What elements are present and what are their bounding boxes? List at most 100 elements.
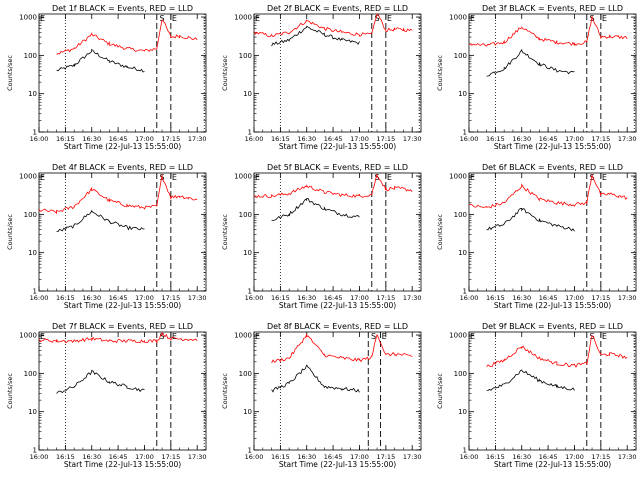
x-tick-label: 16:30 — [512, 135, 531, 143]
x-tick-label: 17:00 — [565, 294, 584, 302]
event-marker-label: E — [382, 332, 387, 341]
x-tick-label: 16:45 — [324, 294, 343, 302]
subplot: Det 7f BLACK = Events, RED = LLD Counts/s… — [6, 322, 207, 469]
x-tick-label: 17:15 — [376, 135, 395, 143]
y-tick-label: 100 — [454, 52, 467, 60]
x-tick-label: 17:00 — [565, 135, 584, 143]
series-line-lld — [486, 335, 628, 368]
corner-marker-label: E — [40, 332, 45, 341]
x-axis-label: Start Time (22-Jul-13 15:55:00) — [64, 142, 181, 151]
y-tick-label: 1000 — [19, 332, 37, 340]
x-tick-label: 16:00 — [245, 453, 264, 461]
x-tick-label: 16:45 — [324, 135, 343, 143]
x-axis-label: Start Time (22-Jul-13 15:55:00) — [64, 301, 181, 310]
event-marker-label: S — [160, 14, 165, 23]
y-tick-label: 10 — [28, 408, 37, 416]
event-marker-label: S — [375, 14, 380, 23]
event-marker-label: E — [172, 332, 177, 341]
event-marker-label: E — [387, 14, 392, 23]
y-tick-label: 10 — [243, 90, 252, 98]
series-line-events — [271, 197, 360, 221]
y-tick-label: 100 — [24, 211, 37, 219]
x-tick-label: 17:30 — [403, 135, 422, 143]
x-tick-label: 16:30 — [512, 294, 531, 302]
y-axis-label: Counts/sec — [221, 55, 229, 91]
x-tick-label: 17:00 — [350, 294, 369, 302]
y-tick-label: 1 — [33, 447, 37, 455]
y-tick-label: 100 — [24, 52, 37, 60]
y-tick-label: 100 — [239, 52, 252, 60]
x-axis-label: Start Time (22-Jul-13 15:55:00) — [279, 460, 396, 469]
plot-frame — [253, 13, 422, 133]
y-tick-label: 10 — [28, 249, 37, 257]
y-tick-label: 10 — [243, 408, 252, 416]
y-axis-label: Counts/sec — [221, 214, 229, 250]
plot-frame — [38, 331, 207, 451]
y-axis-label: Counts/sec — [436, 214, 444, 250]
chart-title: Det 1f BLACK = Events, RED = LLD — [52, 4, 193, 13]
y-tick-label: 1000 — [449, 332, 467, 340]
y-tick-label: 1000 — [234, 14, 252, 22]
x-tick-label: 16:30 — [82, 453, 101, 461]
event-marker-label: S — [160, 332, 165, 341]
x-tick-label: 16:00 — [30, 453, 49, 461]
x-tick-label: 16:15 — [486, 135, 505, 143]
corner-marker-label: E — [255, 332, 260, 341]
x-tick-label: 17:30 — [618, 294, 637, 302]
y-tick-label: 1 — [463, 447, 467, 455]
corner-marker-label: E — [470, 14, 475, 23]
chart-title: Det 7f BLACK = Events, RED = LLD — [52, 322, 193, 331]
x-axis-label: Start Time (22-Jul-13 15:55:00) — [494, 142, 611, 151]
subplot: Det 6f BLACK = Events, RED = LLD Counts/s… — [436, 163, 637, 310]
x-tick-label: 16:45 — [539, 453, 558, 461]
series-line-events — [56, 209, 145, 232]
plot-frame — [468, 13, 637, 133]
plot-frame — [38, 13, 207, 133]
x-tick-label: 17:30 — [188, 135, 207, 143]
series-line-lld — [468, 174, 628, 209]
x-tick-label: 16:15 — [56, 294, 75, 302]
series-line-lld — [253, 13, 413, 38]
x-tick-label: 16:30 — [297, 453, 316, 461]
chart-title: Det 5f BLACK = Events, RED = LLD — [267, 163, 408, 172]
event-marker-label: E — [602, 173, 607, 182]
y-tick-label: 1000 — [234, 173, 252, 181]
y-tick-label: 1 — [33, 129, 37, 137]
x-tick-label: 17:15 — [376, 294, 395, 302]
x-tick-label: 17:15 — [161, 294, 180, 302]
subplot: Det 5f BLACK = Events, RED = LLD Counts/s… — [221, 163, 422, 310]
subplot: Det 3f BLACK = Events, RED = LLD Counts/s… — [436, 4, 637, 151]
x-tick-label: 17:00 — [135, 453, 154, 461]
series-line-lld — [56, 19, 198, 55]
series-line-events — [486, 48, 575, 77]
y-tick-label: 10 — [28, 90, 37, 98]
event-marker-label: E — [602, 14, 607, 23]
x-axis-label: Start Time (22-Jul-13 15:55:00) — [279, 142, 396, 151]
y-tick-label: 1 — [463, 288, 467, 296]
x-tick-label: 16:00 — [245, 294, 264, 302]
y-tick-label: 10 — [458, 408, 467, 416]
x-tick-label: 16:45 — [109, 453, 128, 461]
event-marker-label: S — [371, 332, 376, 341]
x-tick-label: 17:30 — [403, 294, 422, 302]
chart-title: Det 4f BLACK = Events, RED = LLD — [52, 163, 193, 172]
x-axis-label: Start Time (22-Jul-13 15:55:00) — [494, 460, 611, 469]
chart-title: Det 3f BLACK = Events, RED = LLD — [482, 4, 623, 13]
series-line-events — [271, 25, 360, 47]
x-tick-label: 16:15 — [271, 294, 290, 302]
x-tick-label: 16:45 — [324, 453, 343, 461]
subplot: Det 9f BLACK = Events, RED = LLD Counts/s… — [436, 322, 637, 469]
y-tick-label: 10 — [458, 249, 467, 257]
event-marker-label: S — [375, 173, 380, 182]
x-tick-label: 16:00 — [245, 135, 264, 143]
chart-title: Det 6f BLACK = Events, RED = LLD — [482, 163, 623, 172]
x-axis-label: Start Time (22-Jul-13 15:55:00) — [64, 460, 181, 469]
x-tick-label: 16:30 — [512, 453, 531, 461]
x-tick-label: 16:00 — [460, 294, 479, 302]
plot-frame — [253, 172, 422, 292]
x-tick-label: 16:15 — [271, 135, 290, 143]
series-line-lld — [38, 174, 198, 215]
x-tick-label: 17:00 — [350, 135, 369, 143]
x-tick-label: 17:15 — [591, 453, 610, 461]
x-tick-label: 17:30 — [188, 453, 207, 461]
